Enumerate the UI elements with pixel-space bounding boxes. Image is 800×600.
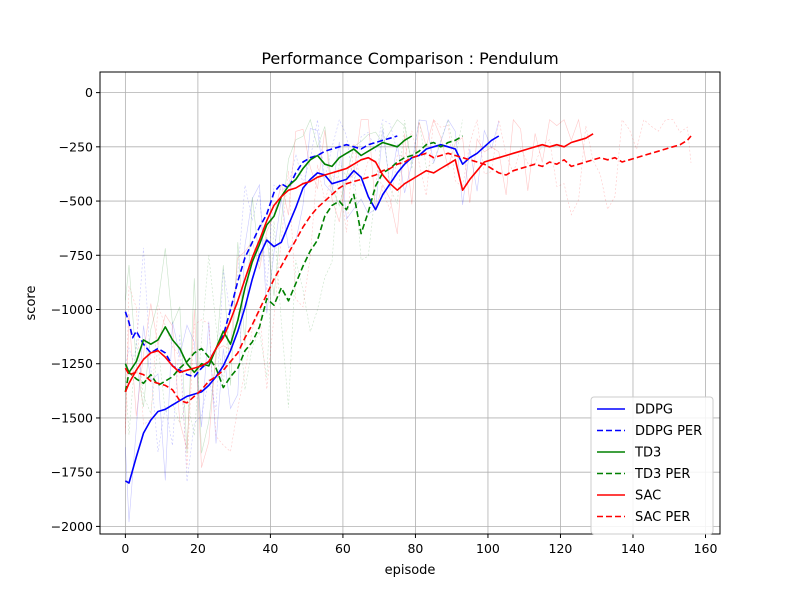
grid [100, 72, 720, 534]
legend-label: SAC PER [635, 510, 690, 525]
y-tick-label: −750 [59, 248, 93, 263]
raw-trace [125, 118, 692, 469]
series-line [124, 135, 500, 484]
legend: DDPG DDPG PER TD3 TD3 PER SAC SAC PER [590, 396, 714, 535]
x-tick-label: 160 [694, 541, 718, 556]
series-line [124, 135, 413, 374]
legend-label: DDPG [635, 403, 673, 418]
legend-label: SAC [635, 489, 661, 504]
raw-trace [125, 118, 500, 523]
raw-trace [125, 118, 398, 482]
plot-frame [99, 71, 721, 535]
y-tick-label: −1500 [51, 410, 93, 425]
x-tick-label: 140 [621, 541, 645, 556]
y-axis-label: score [24, 286, 39, 321]
y-tick-label: −1750 [51, 465, 93, 480]
raw-trace [125, 118, 413, 454]
x-tick-label: 60 [335, 541, 351, 556]
series-line [124, 133, 594, 393]
y-tick-label: −2000 [51, 519, 93, 534]
x-tick-label: 120 [549, 541, 573, 556]
y-tick-label: −500 [59, 194, 93, 209]
x-axis-label: episode [385, 563, 436, 578]
y-tick-label: −250 [59, 139, 93, 154]
y-tick-label: −1250 [51, 356, 93, 371]
y-axis-ticks: 0 −250 −500 −750 −1000 −1250 −1500 −1750 −2000 [51, 85, 100, 534]
x-tick-label: 0 [121, 541, 129, 556]
x-tick-label: 40 [262, 541, 278, 556]
x-tick-label: 20 [190, 541, 206, 556]
chart-title: Performance Comparison : Pendulum [261, 49, 558, 68]
legend-box [590, 396, 714, 535]
series-line [124, 135, 398, 378]
x-tick-label: 100 [476, 541, 500, 556]
raw-trace [125, 118, 463, 436]
legend-label: DDPG PER [635, 424, 702, 439]
legend-label: TD3 [634, 446, 661, 461]
x-axis-ticks: 0 20 40 60 80 100 120 140 160 [121, 534, 717, 556]
y-tick-label: −1000 [51, 302, 93, 317]
x-tick-label: 80 [407, 541, 423, 556]
y-tick-label: 0 [85, 85, 93, 100]
series-line [124, 135, 692, 404]
series-lines [124, 133, 692, 484]
series-line [124, 135, 464, 393]
legend-label: TD3 PER [634, 467, 690, 482]
